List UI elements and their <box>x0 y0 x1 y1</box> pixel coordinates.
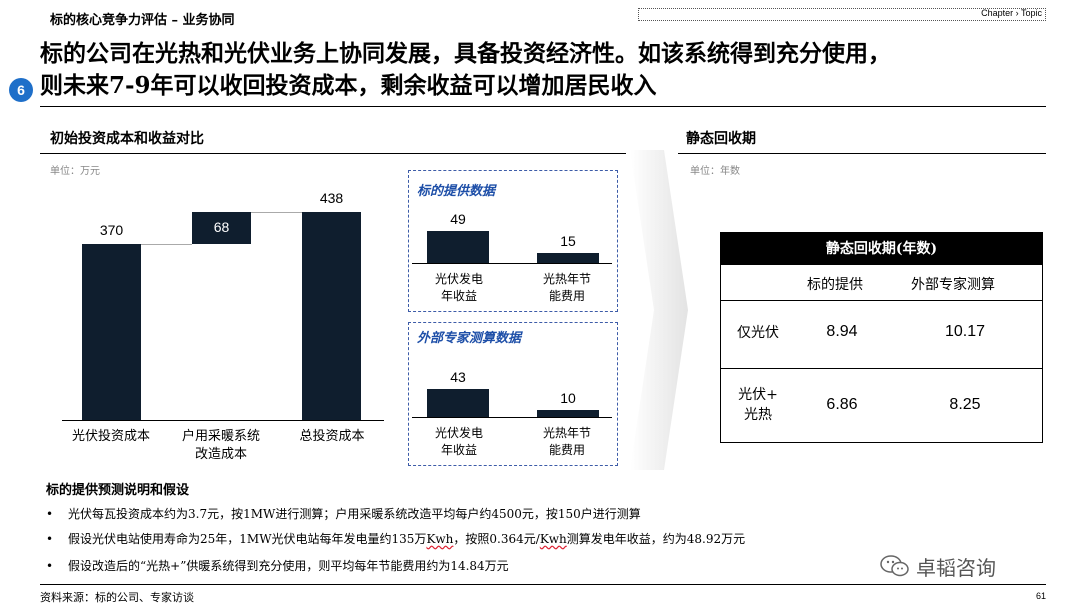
category-label-text: 光热年节 <box>542 272 591 286</box>
source-note: 资料来源：标的公司、专家访谈 <box>40 591 194 604</box>
bar-thermal-annual-saving <box>537 253 599 263</box>
table-header: 静态回收期(年数) <box>721 233 1042 265</box>
left-panel-title: 初始投资成本和收益对比 <box>50 131 204 147</box>
category-label-text: 总投资成本 <box>299 429 365 444</box>
left-panel-unit: 单位：万元 <box>50 166 100 177</box>
bar-total-investment-cost <box>302 212 361 420</box>
category-label-text: 光伏发电 <box>434 426 483 440</box>
bullet: • <box>46 559 54 573</box>
bar-value-label: 10 <box>560 390 576 407</box>
right-panel-title: 静态回收期 <box>686 131 756 147</box>
x-axis <box>62 420 384 421</box>
topic-text: Chapter › Topic <box>981 8 1042 18</box>
bar-thermal-annual-saving <box>537 410 599 417</box>
row-label-text: 光热 <box>744 407 772 423</box>
notes-title: 标的提供预测说明和假设 <box>46 483 190 498</box>
page-number: 61 <box>1035 591 1046 601</box>
note-text: 假设光伏电站使用寿命为25年，1MW光伏电站每年发电量约135万 <box>68 532 427 546</box>
note-item: • 假设光伏电站使用寿命为25年，1MW光伏电站每年发电量约135万Kwh，按照0… <box>46 530 745 547</box>
bullet: • <box>46 532 54 546</box>
target-data-box: 标的提供数据 49 15 光伏发电 年收益 光热年节 能费用 <box>408 170 618 312</box>
left-panel-rule <box>40 153 626 154</box>
headline-rule <box>40 106 1046 107</box>
category-label-pv-investment: 光伏投资成本 <box>51 428 171 446</box>
category-label-text: 年收益 <box>440 289 477 303</box>
category-label-text: 能费用 <box>548 443 585 457</box>
category-label-text: 年收益 <box>440 443 477 457</box>
bar-value-label: 49 <box>450 211 466 227</box>
row-label-pv-thermal: 光伏+ 光热 <box>729 385 787 425</box>
expert-data-box: 外部专家测算数据 43 10 光伏发电 年收益 光热年节 能费用 <box>408 322 618 466</box>
bar-value-label: 43 <box>450 368 466 385</box>
right-panel-unit: 单位：年数 <box>690 166 740 177</box>
category-label-text: 光伏发电 <box>434 272 483 286</box>
note-item: • 假设改造后的“光热+”供暖系统得到充分使用，则平均每年节能费用约为14.84万… <box>46 557 509 574</box>
row-label-pv-only: 仅光伏 <box>737 325 779 341</box>
category-label-heating-retrofit: 户用采暖系统 改造成本 <box>161 428 281 464</box>
x-axis <box>412 417 612 418</box>
note-text: 假设改造后的“光热+”供暖系统得到充分使用，则平均每年节能费用约为14.84万元 <box>68 559 509 573</box>
table-divider <box>721 368 1042 369</box>
section-number-badge: 6 <box>9 78 33 102</box>
category-label-thermal-saving: 光热年节 能费用 <box>525 425 609 459</box>
table-divider <box>721 300 1042 301</box>
headline-line-1: 标的公司在光热和光伏业务上协同发展，具备投资经济性。如该系统得到充分使用， <box>40 40 891 67</box>
category-label-text: 光伏投资成本 <box>71 429 150 444</box>
bar-pv-investment-cost <box>82 244 141 420</box>
note-text: Kwh <box>539 532 567 546</box>
column-header-target: 标的提供 <box>807 277 863 293</box>
expert-data-title: 外部专家测算数据 <box>417 331 522 346</box>
chevron-arrow-icon <box>630 150 688 470</box>
category-label-thermal-saving: 光热年节 能费用 <box>525 271 609 305</box>
category-label-text: 户用采暖系统 <box>181 429 260 444</box>
category-label-text: 光热年节 <box>542 426 591 440</box>
category-label-text: 能费用 <box>548 289 585 303</box>
section-tag: 标的核心竞争力评估 – 业务协同 <box>50 13 235 28</box>
note-text: Kwh <box>426 532 454 546</box>
table-cell: 6.86 <box>826 396 858 413</box>
table-cell: 8.94 <box>826 323 858 340</box>
waterfall-connector <box>141 244 192 246</box>
category-label-pv-revenue: 光伏发电 年收益 <box>417 271 501 305</box>
category-label-pv-revenue: 光伏发电 年收益 <box>417 425 501 459</box>
note-text: 测算发电年收益，约为48.92万元 <box>566 532 746 546</box>
category-label-text: 改造成本 <box>194 447 247 462</box>
topic-box: Chapter › Topic <box>638 8 1046 21</box>
bar-heating-retrofit-cost <box>192 212 251 245</box>
column-header-expert: 外部专家测算 <box>911 277 995 293</box>
row-label-text: 光伏+ <box>738 387 778 403</box>
footer-rule <box>40 584 1046 585</box>
category-label-total-investment: 总投资成本 <box>272 428 392 446</box>
note-item: • 光伏每瓦投资成本约为3.7元，按1MW进行测算；户用采暖系统改造平均每户约45… <box>46 505 641 522</box>
bar-pv-annual-revenue <box>427 388 489 417</box>
table-cell: 8.25 <box>949 396 981 413</box>
watermark: 卓韬咨询 <box>880 552 996 580</box>
target-data-title: 标的提供数据 <box>417 184 496 199</box>
bar-pv-annual-revenue <box>427 231 489 263</box>
bar-value-label: 370 <box>99 222 124 239</box>
payback-table: 静态回收期(年数) 标的提供 外部专家测算 仅光伏 8.94 10.17 光伏+… <box>720 232 1043 443</box>
bar-value-label: 438 <box>319 190 344 206</box>
headline: 标的公司在光热和光伏业务上协同发展，具备投资经济性。如该系统得到充分使用， 则未… <box>40 38 1060 102</box>
note-text: ，按照0.364元/ <box>453 532 540 546</box>
headline-line-2: 则未来7-9年可以收回投资成本，剩余收益可以增加居民收入 <box>40 72 657 99</box>
chat-bubbles-icon <box>880 555 909 577</box>
note-text: 光伏每瓦投资成本约为3.7元，按1MW进行测算；户用采暖系统改造平均每户约450… <box>68 507 641 521</box>
bar-value-label: 68 <box>213 219 230 236</box>
bullet: • <box>46 507 54 521</box>
table-cell: 10.17 <box>944 323 986 340</box>
watermark-text: 卓韬咨询 <box>916 555 996 580</box>
waterfall-connector <box>251 212 302 213</box>
right-panel-rule <box>678 153 1046 154</box>
bar-value-label: 15 <box>560 233 576 250</box>
x-axis <box>412 263 612 264</box>
